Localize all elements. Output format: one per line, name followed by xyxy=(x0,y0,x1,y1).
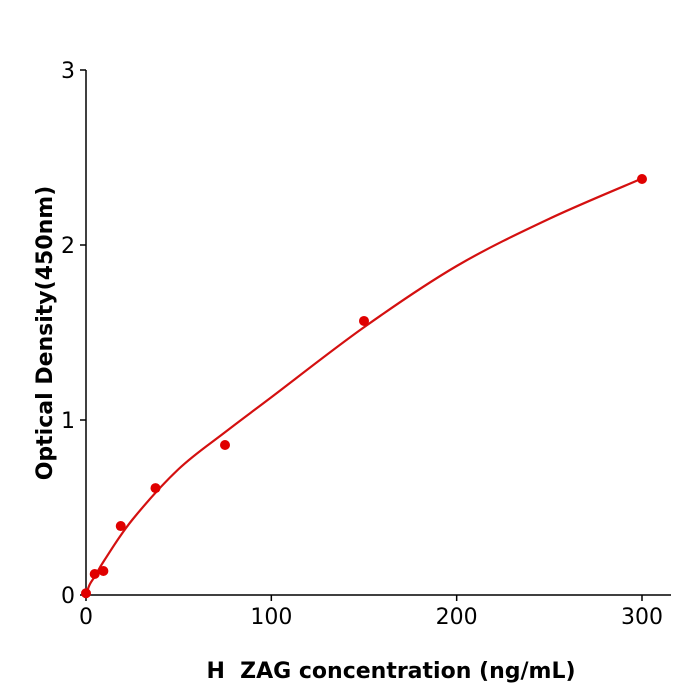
y-tick-label: 3 xyxy=(61,59,75,84)
x-tick-label: 0 xyxy=(79,605,93,630)
y-axis-label: Optical Density(450nm) xyxy=(33,186,58,481)
y-tick-label: 2 xyxy=(61,234,75,259)
data-point xyxy=(115,521,126,532)
data-point xyxy=(98,566,109,577)
x-tick-label: 300 xyxy=(621,605,663,630)
data-point xyxy=(637,174,647,185)
data-point xyxy=(220,440,230,451)
data-point xyxy=(150,483,161,494)
fit-curve xyxy=(84,177,643,596)
y-tick-label: 0 xyxy=(61,584,75,609)
y-tick-label: 1 xyxy=(61,409,75,434)
data-point xyxy=(81,588,91,599)
x-tick-label: 100 xyxy=(250,605,292,630)
data-point xyxy=(89,569,100,579)
x-tick-label: 200 xyxy=(436,605,478,630)
data-point xyxy=(359,315,369,326)
x-axis-label: H ZAG concentration (ng/mL) xyxy=(206,659,575,684)
